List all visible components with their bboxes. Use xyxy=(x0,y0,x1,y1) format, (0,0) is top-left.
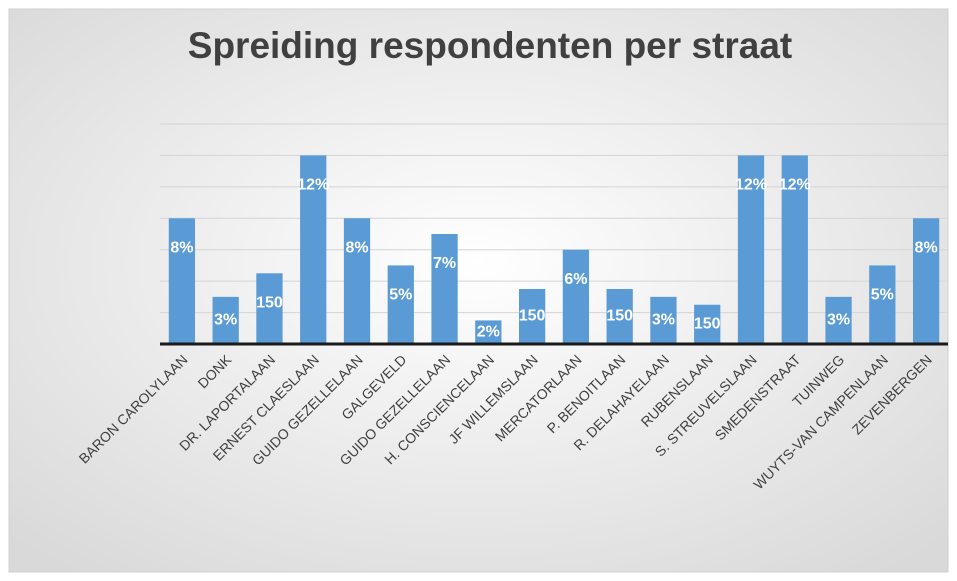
bar xyxy=(694,304,721,344)
data-label: 150 xyxy=(606,308,633,325)
bar xyxy=(212,296,239,344)
data-label: 6% xyxy=(564,271,587,288)
chart-title: Spreiding respondenten per straat xyxy=(188,25,792,66)
bar xyxy=(387,265,414,344)
bar xyxy=(168,218,196,344)
bar xyxy=(256,273,283,344)
data-label: 150 xyxy=(256,295,283,312)
bar xyxy=(518,289,546,344)
data-label: 8% xyxy=(915,240,938,257)
bar xyxy=(475,320,502,344)
data-label: 3% xyxy=(827,312,850,329)
data-label: 8% xyxy=(345,240,368,257)
bar xyxy=(300,155,327,344)
data-label: 12% xyxy=(779,177,811,194)
bar xyxy=(562,249,590,344)
bar xyxy=(825,296,852,344)
data-label: 2% xyxy=(477,323,500,340)
bar xyxy=(606,289,633,344)
data-label: 150 xyxy=(694,316,721,333)
bar xyxy=(343,218,371,344)
bar xyxy=(737,155,765,344)
data-label: 3% xyxy=(214,312,237,329)
data-label: 5% xyxy=(389,287,412,304)
data-label: 12% xyxy=(735,177,767,194)
data-label: 150 xyxy=(519,308,546,325)
data-label: 8% xyxy=(170,240,193,257)
data-label: 5% xyxy=(871,287,894,304)
bar xyxy=(650,296,677,344)
bar xyxy=(912,218,940,344)
bar xyxy=(869,265,896,344)
bar xyxy=(781,155,808,344)
bar xyxy=(431,234,458,344)
data-label: 3% xyxy=(652,312,675,329)
data-label: 12% xyxy=(297,177,329,194)
data-label: 7% xyxy=(433,255,456,272)
